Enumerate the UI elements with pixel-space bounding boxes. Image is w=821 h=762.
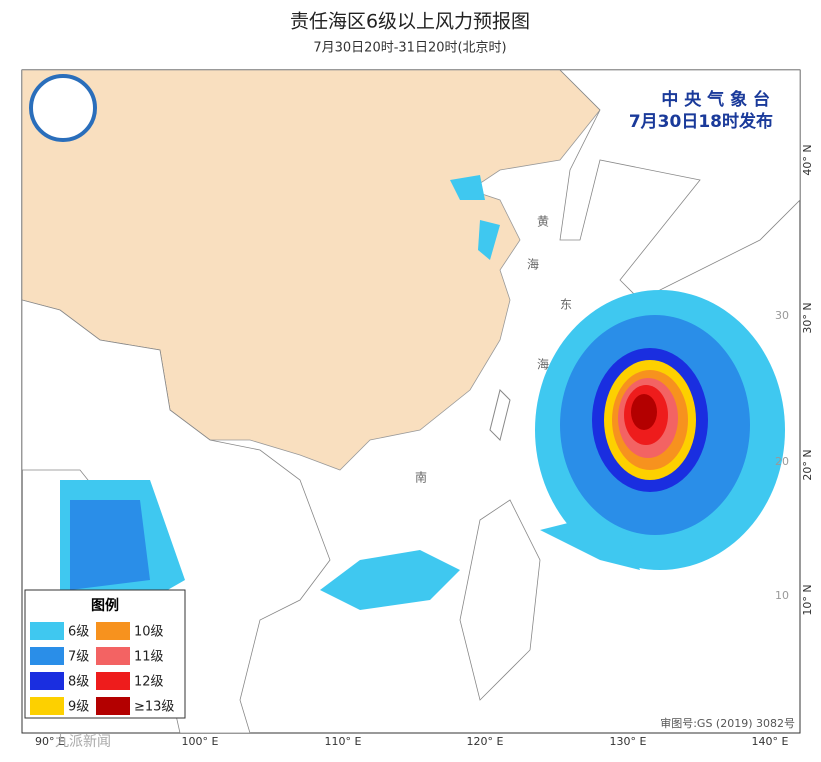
legend-swatch bbox=[30, 622, 64, 640]
lat-label: 10° N bbox=[801, 584, 814, 615]
legend-swatch bbox=[96, 647, 130, 665]
wind-zone-south-china-sea bbox=[320, 550, 460, 610]
lon-label: 100° E bbox=[182, 735, 219, 748]
lon-label: 90° E bbox=[35, 735, 65, 748]
wind-zone-6-tail bbox=[540, 510, 640, 570]
sea-label: 南 bbox=[415, 470, 427, 485]
lat-label: 40° N bbox=[801, 144, 814, 175]
lon-label: 140° E bbox=[752, 735, 789, 748]
taiwan bbox=[489, 389, 511, 441]
wind-zone-13 bbox=[631, 394, 657, 430]
legend-swatch bbox=[96, 622, 130, 640]
legend-label: 12级 bbox=[134, 675, 164, 690]
legend-label: 8级 bbox=[68, 675, 89, 690]
legend-label: ≥13级 bbox=[134, 700, 174, 715]
sea-label: 东 bbox=[560, 298, 572, 312]
philippines bbox=[459, 499, 541, 701]
legend-swatch bbox=[96, 697, 130, 715]
legend-title: 图例 bbox=[91, 597, 119, 614]
inner-lat-label: 30 bbox=[775, 309, 789, 322]
legend-swatch bbox=[30, 697, 64, 715]
title: 责任海区6级以上风力预报图 bbox=[290, 11, 530, 33]
legend-label: 10级 bbox=[134, 625, 164, 640]
wind-zone-yellow-sea bbox=[478, 220, 500, 260]
legend-swatch bbox=[30, 672, 64, 690]
wind-zone-bohai bbox=[450, 175, 485, 200]
inner-lat-label: 20 bbox=[775, 455, 789, 468]
legend-label: 11级 bbox=[134, 650, 164, 665]
agency: 中 央 气 象 台 bbox=[661, 89, 770, 110]
legend-swatch bbox=[30, 647, 64, 665]
legend-label: 9级 bbox=[68, 700, 89, 715]
logo bbox=[29, 74, 97, 142]
issue-time: 7月30日18时发布 bbox=[629, 111, 773, 132]
sea-label: 黄 bbox=[537, 215, 549, 229]
lat-label: 30° N bbox=[801, 302, 814, 333]
approval-number: 审图号:GS (2019) 3082号 bbox=[660, 716, 795, 730]
legend-swatch bbox=[96, 672, 130, 690]
lon-label: 130° E bbox=[610, 735, 647, 748]
lon-label: 110° E bbox=[325, 735, 362, 748]
sea-label: 海 bbox=[537, 357, 549, 372]
subtitle: 7月30日20时-31日20时(北京时) bbox=[313, 41, 506, 56]
wind-zone-bay-of-bengal-7 bbox=[70, 500, 150, 590]
watermark: 九派新闻 bbox=[55, 734, 111, 750]
legend: 图例 6级 10级 7级 11级 8级 12级 9级 ≥13级 bbox=[24, 589, 186, 719]
sea-label: 海 bbox=[527, 257, 539, 272]
korea-japan bbox=[559, 70, 800, 301]
lon-label: 120° E bbox=[467, 735, 504, 748]
legend-label: 6级 bbox=[68, 625, 89, 640]
legend-label: 7级 bbox=[68, 650, 89, 665]
inner-lat-label: 10 bbox=[775, 589, 789, 602]
lat-label: 20° N bbox=[801, 449, 814, 480]
